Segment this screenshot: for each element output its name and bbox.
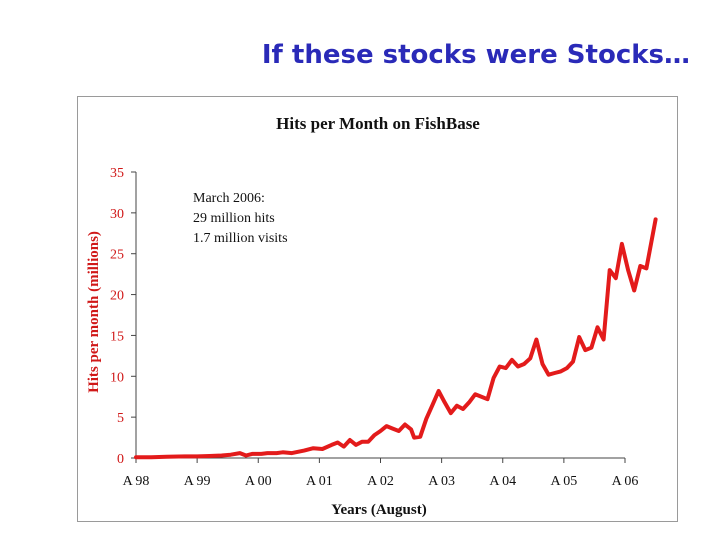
annotation-line: March 2006: — [193, 191, 265, 206]
series-line-0 — [134, 217, 658, 460]
y-tick-label: 5 — [117, 411, 124, 426]
x-tick-label: A 99 — [184, 474, 211, 489]
x-tick-label: A 04 — [489, 474, 516, 489]
chart-title: Hits per Month on FishBase — [276, 114, 480, 133]
y-tick-label: 35 — [110, 166, 124, 181]
y-tick-label: 0 — [117, 452, 124, 467]
y-tick-label: 10 — [110, 370, 124, 385]
x-axis-label: Years (August) — [331, 502, 426, 518]
y-tick-label: 20 — [110, 289, 124, 304]
x-tick-label: A 03 — [428, 474, 455, 489]
x-tick-label: A 05 — [550, 474, 577, 489]
chart-frame: Hits per Month on FishBase Hits per mont… — [77, 96, 678, 522]
plot-area — [134, 217, 658, 460]
x-tick-label: A 00 — [245, 474, 272, 489]
annotation-line: 29 million hits — [193, 211, 275, 226]
annotation-line: 1.7 million visits — [193, 231, 288, 246]
y-tick-label: 30 — [110, 207, 124, 222]
axes: 0 5 10 15 20 25 30 35 A 98 A 99 A 00 A 01 A 02 A 03 A … — [110, 166, 638, 489]
x-tick-label: A 98 — [123, 474, 150, 489]
hits-line-chart: Hits per Month on FishBase Hits per mont… — [86, 114, 658, 518]
y-tick-label: 25 — [110, 248, 124, 263]
x-tick-label: A 01 — [306, 474, 333, 489]
y-tick-label: 15 — [110, 329, 124, 344]
x-tick-label: A 06 — [612, 474, 639, 489]
x-tick-label: A 02 — [367, 474, 394, 489]
slide-title: If these stocks were Stocks… — [261, 40, 690, 70]
y-axis-label: Hits per month (millions) — [86, 231, 102, 393]
annotation: March 2006: 29 million hits 1.7 million vi… — [193, 191, 288, 246]
